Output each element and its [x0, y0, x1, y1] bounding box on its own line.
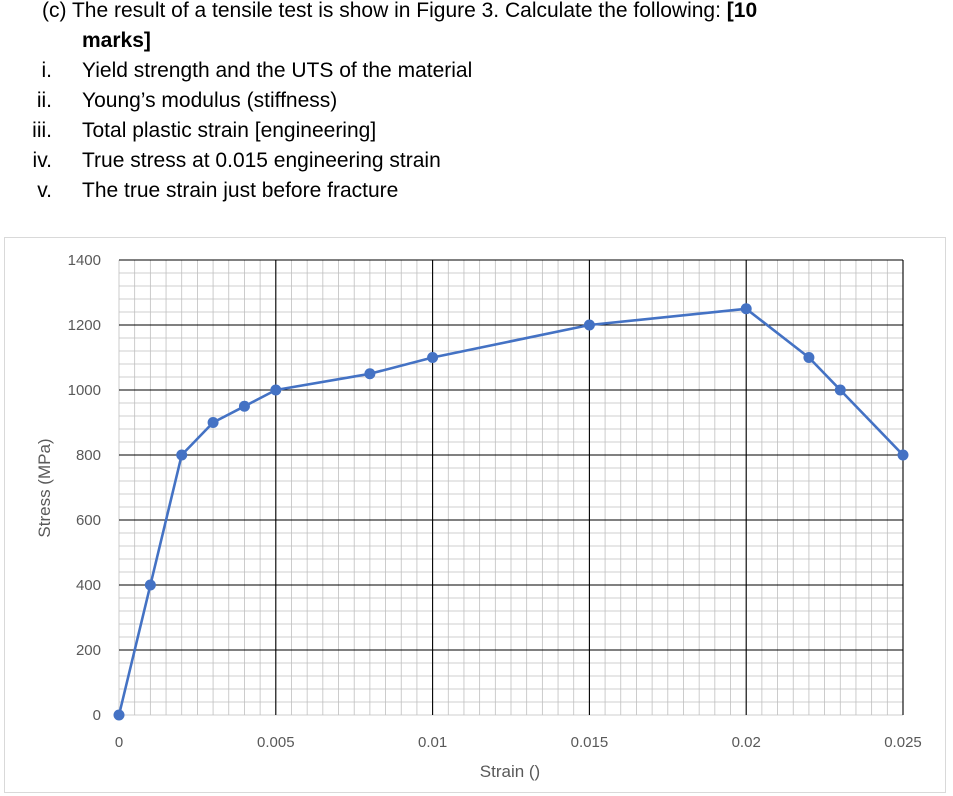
chart-frame: [4, 237, 946, 793]
question-item-text: Yield strength and the UTS of the materi…: [82, 59, 473, 82]
data-point: [238, 400, 250, 412]
x-axis-label: Strain (): [480, 762, 540, 781]
question-marks-end: marks]: [82, 29, 151, 52]
y-tick-label: 400: [76, 577, 101, 594]
question-item-number: i.: [41, 59, 53, 82]
data-point: [583, 319, 595, 331]
question-marks-start: [10: [726, 0, 758, 22]
y-tick-label: 200: [76, 642, 101, 659]
data-point: [176, 449, 188, 461]
question-item-number: ii.: [36, 89, 52, 112]
question-block: (c) The result of a tensile test is show…: [0, 0, 953, 220]
y-tick-label: 1000: [68, 382, 101, 399]
y-tick-labels: 0 200 400 600 800 1000 1200 1400: [68, 252, 101, 724]
data-point: [270, 384, 282, 396]
question-item: ii. Young’s modulus (stiffness): [0, 86, 953, 116]
series-layer: [113, 303, 909, 721]
y-axis-label: Stress (MPa): [35, 438, 54, 537]
question-item: i. Yield strength and the UTS of the mat…: [0, 56, 953, 86]
data-point: [803, 352, 815, 363]
data-point: [427, 352, 439, 363]
x-tick-label: 0.02: [732, 734, 761, 751]
x-tick-labels: 0 0.005 0.01 0.015 0.02 0.025: [115, 734, 922, 751]
question-header: (c) The result of a tensile test is show…: [42, 0, 922, 26]
data-point: [207, 417, 219, 428]
x-tick-label: 0: [115, 734, 123, 751]
y-tick-label: 1400: [68, 252, 101, 269]
y-tick-label: 600: [76, 512, 101, 529]
data-point: [113, 709, 125, 721]
question-item: iv. True stress at 0.015 engineering str…: [0, 146, 953, 176]
question-item-number: iii.: [32, 119, 52, 142]
data-point: [740, 303, 752, 315]
question-item-text: True stress at 0.015 engineering strain: [82, 149, 441, 172]
data-point: [897, 449, 909, 461]
question-item-text: Total plastic strain [engineering]: [82, 119, 377, 142]
question-item-number: v.: [37, 179, 52, 202]
question-item: iii. Total plastic strain [engineering]: [0, 116, 953, 146]
x-tick-label: 0.025: [884, 734, 922, 751]
x-tick-label: 0.015: [571, 734, 609, 751]
y-tick-label: 800: [76, 447, 101, 464]
data-point: [834, 384, 846, 396]
y-tick-label: 1200: [68, 317, 101, 334]
x-tick-label: 0.005: [257, 734, 295, 751]
data-point: [364, 368, 376, 380]
question-item-number: iv.: [32, 149, 52, 172]
question-item-text: The true strain just before fracture: [82, 179, 399, 202]
minor-grid: [118, 259, 904, 716]
data-point: [144, 579, 156, 591]
x-tick-label: 0.01: [418, 734, 447, 751]
question-header-text: (c) The result of a tensile test is show…: [42, 0, 721, 22]
major-grid: [119, 259, 904, 715]
question-item: v. The true strain just before fracture: [0, 176, 953, 206]
question-item-text: Young’s modulus (stiffness): [82, 89, 338, 112]
y-tick-label: 0: [93, 707, 101, 724]
